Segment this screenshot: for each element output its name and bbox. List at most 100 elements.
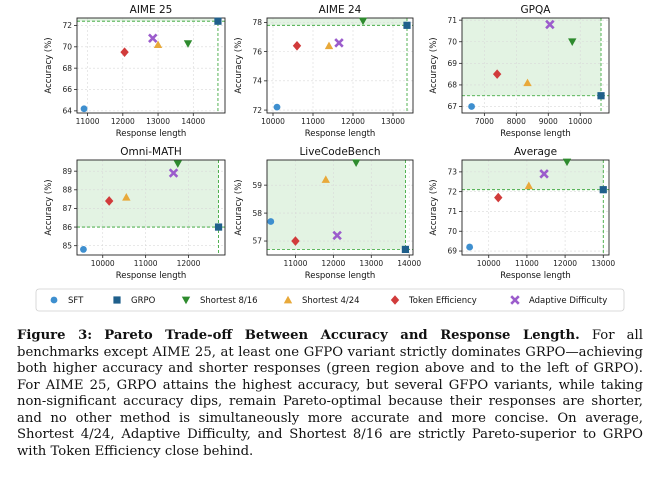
y-tick-label: 72	[447, 187, 457, 196]
dominance-region	[267, 18, 407, 26]
x-axis-label: Response length	[305, 271, 376, 281]
plot-frame	[76, 159, 226, 256]
point-shortest-8-16	[562, 158, 572, 167]
legend-label: Token Efficiency	[408, 296, 477, 306]
legend-item-shortest-8-16: Shortest 8/16	[181, 296, 258, 306]
point-token-efficiency	[292, 40, 302, 51]
y-tick-label: 69	[447, 247, 457, 256]
y-tick-label: 72	[62, 21, 72, 30]
y-tick-label: 64	[62, 107, 72, 116]
chart-panel-aime-25: 11000 12000 13000 14000 64 66 68 70 72 AIME 25 Res…	[44, 4, 226, 139]
y-tick-label: 59	[252, 181, 262, 190]
point-grpo	[401, 245, 410, 254]
point-token-efficiency	[494, 192, 503, 203]
point-grpo	[403, 21, 411, 29]
x-tick-label: 12000	[321, 259, 345, 268]
plot-frame	[461, 17, 610, 114]
y-tick-label: 68	[62, 64, 72, 73]
legend-marker	[50, 296, 58, 304]
point-grpo	[214, 223, 223, 231]
point-sft	[267, 218, 275, 225]
x-axis-label: Response length	[500, 129, 571, 139]
point-sft	[468, 103, 475, 110]
legend-marker	[113, 296, 121, 304]
y-tick-label: 73	[447, 168, 457, 177]
dominance-region	[462, 18, 602, 96]
y-axis-label: Accuracy (%)	[429, 37, 439, 93]
x-axis-label: Response length	[305, 129, 376, 139]
legend-label: Adaptive Difficulty	[529, 296, 607, 306]
x-tick-label: 8000	[507, 117, 526, 126]
plot-frame	[461, 159, 610, 256]
legend-label: SFT	[68, 296, 84, 306]
point-shortest-8-16	[183, 40, 193, 48]
x-tick-label: 11000	[515, 259, 539, 268]
x-tick-label: 13000	[146, 117, 170, 126]
point-token-efficiency	[492, 69, 502, 79]
y-axis-label: Accuracy (%)	[44, 37, 54, 93]
y-tick-label: 78	[252, 18, 262, 27]
y-tick-label: 71	[447, 207, 457, 216]
x-tick-label: 11000	[284, 259, 308, 268]
legend-marker	[283, 295, 293, 304]
point-sft	[273, 103, 281, 111]
caption-text: For all benchmarks except AIME 25, at le…	[17, 328, 643, 459]
x-tick-label: 12000	[111, 117, 135, 126]
legend-marker	[510, 295, 520, 305]
point-grpo	[597, 92, 605, 100]
x-tick-label: 11000	[76, 117, 100, 126]
point-shortest-8-16	[351, 159, 361, 167]
point-token-efficiency	[291, 236, 300, 246]
plot-frame	[266, 17, 414, 114]
y-tick-label: 58	[252, 209, 262, 218]
point-shortest-4-24	[524, 181, 534, 190]
point-adaptive-difficulty	[148, 33, 158, 44]
y-tick-label: 67	[447, 102, 457, 111]
x-tick-label: 13000	[381, 117, 405, 126]
y-axis-label: Accuracy (%)	[234, 37, 244, 93]
y-tick-label: 66	[62, 85, 72, 94]
y-tick-label: 74	[252, 77, 262, 86]
point-shortest-8-16	[358, 17, 368, 26]
figure-charts: 11000 12000 13000 14000 64 66 68 70 72 AIME 25 Res…	[35, 4, 625, 312]
x-tick-label: 14000	[397, 259, 421, 268]
legend-label: GRPO	[131, 296, 156, 306]
y-tick-label: 76	[252, 47, 262, 56]
chart-panel-livecodebench: 11000 12000 13000 14000 57 58 59 LiveCodeBench R…	[234, 146, 421, 281]
point-sft	[80, 105, 88, 113]
point-shortest-8-16	[173, 160, 183, 168]
y-tick-label: 68	[447, 81, 457, 90]
point-shortest-4-24	[321, 175, 330, 183]
legend-item-shortest-4-24: Shortest 4/24	[283, 295, 360, 306]
legend-marker	[181, 296, 191, 305]
chart-title: AIME 24	[319, 4, 362, 16]
point-adaptive-difficulty	[168, 168, 179, 178]
y-tick-label: 70	[447, 227, 457, 236]
y-tick-label: 57	[252, 237, 262, 246]
legend: SFT GRPO Shortest 8/16 Shortest 4/24 Token E…	[35, 288, 625, 312]
point-shortest-4-24	[153, 40, 163, 49]
chart-panel-average: 10000 11000 12000 13000 69 70 71 72 73 Average Res…	[429, 146, 615, 281]
x-tick-label: 10000	[261, 117, 285, 126]
y-tick-label: 70	[62, 43, 72, 52]
y-tick-label: 70	[447, 37, 457, 46]
x-tick-label: 12000	[177, 259, 201, 268]
chart-panel-aime-24: 10000 11000 12000 13000 72 74 76 78 AIME 24 Respo…	[234, 4, 414, 139]
point-token-efficiency	[120, 47, 129, 57]
y-axis-label: Accuracy (%)	[429, 179, 439, 235]
figure-caption: Figure 3: Pareto Trade-off Between Accur…	[17, 328, 643, 460]
x-axis-label: Response length	[116, 129, 187, 139]
point-adaptive-difficulty	[539, 169, 549, 179]
x-tick-label: 11000	[134, 259, 158, 268]
caption-bold-title: Pareto Trade-off Between Accuracy and Re…	[104, 328, 580, 343]
y-tick-label: 86	[62, 223, 72, 232]
legend-item-token-efficiency: Token Efficiency	[390, 295, 477, 306]
y-axis-label: Accuracy (%)	[234, 179, 244, 235]
point-shortest-8-16	[568, 38, 577, 46]
x-tick-label: 13000	[359, 259, 383, 268]
y-tick-label: 69	[447, 59, 457, 68]
legend-label: Shortest 4/24	[302, 296, 360, 306]
x-tick-label: 7000	[475, 117, 494, 126]
point-sft	[466, 243, 474, 251]
point-grpo	[214, 17, 222, 25]
